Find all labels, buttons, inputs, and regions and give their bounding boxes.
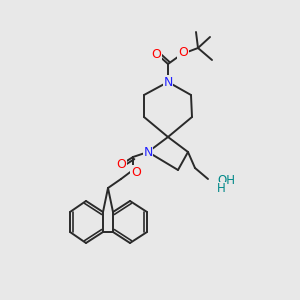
Text: O: O (151, 47, 161, 61)
Text: N: N (143, 146, 153, 158)
Text: N: N (163, 76, 173, 88)
Text: H: H (217, 182, 226, 196)
Text: O: O (178, 46, 188, 59)
Text: O: O (116, 158, 126, 170)
Text: OH: OH (217, 175, 235, 188)
Text: O: O (131, 166, 141, 178)
